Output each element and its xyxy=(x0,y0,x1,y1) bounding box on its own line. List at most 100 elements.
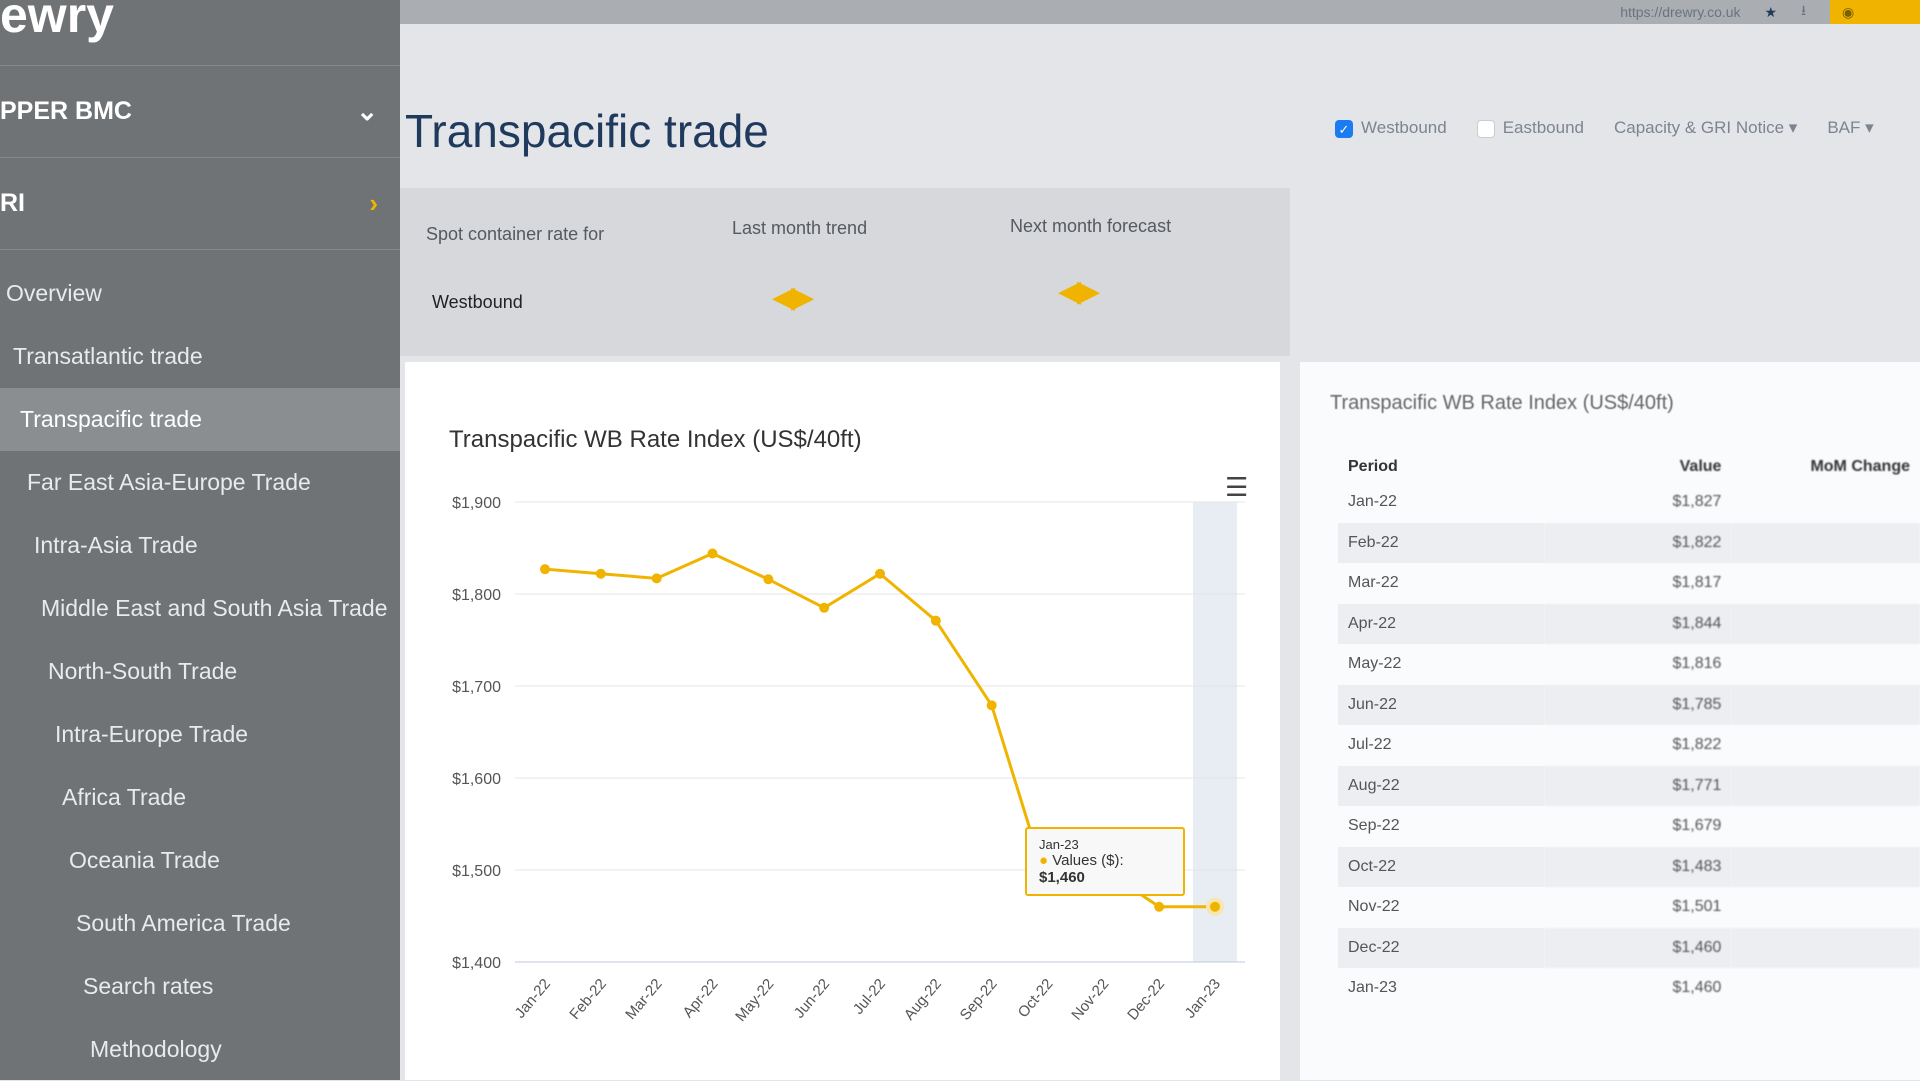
value-cell: $1,460 xyxy=(1543,927,1732,968)
direction-value: Westbound xyxy=(432,292,523,312)
filters: ✓ Westbound Eastbound Capacity & GRI Noti… xyxy=(1335,118,1874,138)
sidebar-item-north-south-trade[interactable]: North-South Trade xyxy=(48,658,238,684)
data-point xyxy=(986,700,997,711)
data-point xyxy=(763,574,774,585)
table-row: Feb-22 $1,822 xyxy=(1338,522,1920,563)
table-row: Dec-22 $1,460 xyxy=(1338,927,1920,968)
tooltip-period: Jan-23 xyxy=(1039,836,1079,852)
period-cell: Jan-23 xyxy=(1348,979,1397,997)
forecast-flat-arrows-icon: ◀▶ xyxy=(1058,275,1100,308)
data-point xyxy=(930,615,941,626)
change-cell xyxy=(1731,644,1920,685)
table-row: Oct-22 $1,483 xyxy=(1338,846,1920,887)
value-cell: $1,460 xyxy=(1672,979,1722,997)
bookmark-icon[interactable]: ★ xyxy=(1764,3,1778,20)
value-header: Value xyxy=(1679,458,1722,475)
chart-menu-icon[interactable]: ☰ xyxy=(1225,472,1249,502)
change-cell xyxy=(1731,603,1920,644)
data-point xyxy=(1154,901,1165,912)
product-selector[interactable]: PPER BMC ⌄ xyxy=(0,66,400,158)
eastbound-checkbox[interactable]: Eastbound xyxy=(1476,118,1584,138)
x-tick-label: Feb-22 xyxy=(566,976,610,1023)
product-label: PPER BMC xyxy=(0,97,132,125)
data-point xyxy=(651,573,662,584)
table-title: Transpacific WB Rate Index (US$/40ft) xyxy=(1330,392,1674,414)
value-cell: $1,822 xyxy=(1672,736,1722,754)
change-header: MoM Change xyxy=(1810,458,1910,475)
change-cell xyxy=(1731,765,1920,806)
y-tick-label: $1,500 xyxy=(452,863,501,880)
change-cell xyxy=(1731,927,1920,968)
westbound-checkbox[interactable]: ✓ Westbound xyxy=(1335,118,1447,138)
value-cell: $1,822 xyxy=(1543,522,1732,563)
sidebar-item-transpacific-trade[interactable]: Transpacific trade xyxy=(0,388,400,451)
checkbox-checked-icon: ✓ xyxy=(1335,119,1353,138)
sidebar-item-far-east-asia-europe-trade[interactable]: Far East Asia-Europe Trade xyxy=(27,469,311,495)
period-cell: Sep-22 xyxy=(1348,817,1400,835)
y-tick-label: $1,900 xyxy=(452,495,501,512)
change-cell xyxy=(1731,482,1920,523)
drewry-logo[interactable]: ewry xyxy=(0,0,400,66)
checkbox-icon xyxy=(1476,119,1495,138)
sidebar-item-intra-europe-trade[interactable]: Intra-Europe Trade xyxy=(55,721,249,747)
next-month-forecast-label: Next month forecast xyxy=(1010,216,1172,236)
sidebar-item-transatlantic-trade[interactable]: Transatlantic trade xyxy=(13,343,203,369)
sidebar-item-africa-trade[interactable]: Africa Trade xyxy=(62,784,186,810)
download-icon[interactable]: ⭳ xyxy=(1801,2,1806,18)
period-header: Period xyxy=(1348,458,1398,475)
capacity-dropdown[interactable]: Capacity & GRI Notice ▾ xyxy=(1614,118,1797,138)
user-icon: ◉ xyxy=(1842,3,1855,20)
x-tick-label: Sep-22 xyxy=(957,976,1001,1024)
series-dot-icon: ● xyxy=(1039,851,1049,869)
change-cell xyxy=(1731,725,1920,766)
line-chart: $1,900 $1,800 $1,700 $1,600 $1,500 $1,400 Jan-… xyxy=(452,495,1245,1025)
y-tick-label: $1,600 xyxy=(452,771,501,788)
value-cell: $1,501 xyxy=(1672,898,1722,916)
chart-card: Transpacific WB Rate Index (US$/40ft) $1… xyxy=(405,362,1280,1080)
sidebar-item-intra-asia-trade[interactable]: Intra-Asia Trade xyxy=(34,532,198,558)
table-row: Jul-22 $1,822 xyxy=(1338,725,1920,766)
eastbound-label: Eastbound xyxy=(1502,118,1584,137)
y-tick-label: $1,400 xyxy=(452,955,501,972)
period-cell: Jun-22 xyxy=(1338,684,1544,725)
tooltip-value: $1,460 xyxy=(1039,868,1085,886)
table-row: Jan-22 $1,827 xyxy=(1338,482,1920,523)
sidebar-item-oceania-trade[interactable]: Oceania Trade xyxy=(69,847,220,873)
sidebar-item-search-rates[interactable]: Search rates xyxy=(83,973,214,999)
rate-table: Period Value MoM Change Jan-22 $1,827 Feb-… xyxy=(1338,452,1920,1009)
caret-down-icon: ▾ xyxy=(1788,118,1798,137)
section-toggle[interactable]: RI › xyxy=(0,158,400,250)
tooltip-label: Values ($): xyxy=(1052,851,1124,869)
y-tick-label: $1,700 xyxy=(452,679,501,696)
period-cell: Aug-22 xyxy=(1338,765,1544,806)
change-cell xyxy=(1731,887,1920,928)
user-menu-button[interactable]: ◉ xyxy=(1830,0,1920,24)
x-tick-label: Nov-22 xyxy=(1068,976,1112,1024)
trend-flat-arrows-icon: ◀▶ xyxy=(772,281,814,314)
change-cell xyxy=(1731,846,1920,887)
table-row: Apr-22 $1,844 xyxy=(1338,603,1920,644)
baf-dropdown[interactable]: BAF ▾ xyxy=(1827,118,1873,138)
x-tick-label: Apr-22 xyxy=(680,976,722,1021)
hover-band xyxy=(1193,502,1237,962)
sidebar-item-middle-east-and-south-asia-trade[interactable]: Middle East and South Asia Trade xyxy=(41,595,388,621)
url-link[interactable]: https://drewry.co.uk xyxy=(1620,4,1741,20)
rate-summary-panel: Spot container rate for Westbound Last m… xyxy=(400,188,1290,356)
data-point xyxy=(875,568,885,579)
x-tick-label: Mar-22 xyxy=(622,976,666,1023)
value-cell: $1,679 xyxy=(1672,817,1722,835)
period-cell: Dec-22 xyxy=(1338,927,1544,968)
top-bar: https://drewry.co.uk ★ ⭳ ◉ xyxy=(400,0,1920,24)
change-cell xyxy=(1731,522,1920,563)
table-row: Nov-22 $1,501 xyxy=(1338,887,1920,928)
sidebar-item-overview[interactable]: Overview xyxy=(6,280,102,306)
sidebar-item-south-america-trade[interactable]: South America Trade xyxy=(76,910,291,936)
value-cell: $1,827 xyxy=(1672,493,1722,511)
value-cell: $1,817 xyxy=(1672,574,1722,592)
sidebar-item-methodology[interactable]: Methodology xyxy=(90,1036,222,1062)
table-row: May-22 $1,816 xyxy=(1338,644,1920,685)
period-cell: Mar-22 xyxy=(1348,574,1399,592)
x-tick-label: Jan-23 xyxy=(1182,976,1225,1022)
data-point xyxy=(1206,897,1224,916)
data-point xyxy=(819,602,830,613)
